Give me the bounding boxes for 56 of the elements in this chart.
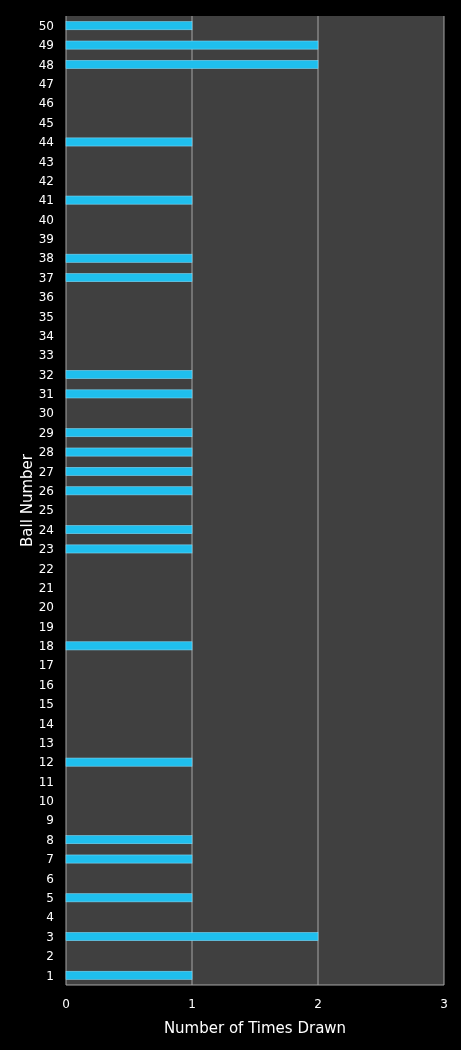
- y-tick-label: 5: [46, 890, 54, 905]
- y-tick-label: 44: [38, 135, 54, 150]
- y-tick-label: 46: [38, 96, 54, 111]
- y-tick-label: 41: [38, 193, 54, 208]
- y-tick-label: 37: [38, 270, 54, 285]
- y-tick-label: 43: [38, 154, 54, 169]
- y-tick-label: 20: [38, 600, 54, 615]
- y-tick-label: 23: [38, 542, 54, 557]
- y-tick-label: 35: [38, 309, 54, 324]
- y-tick-label: 14: [38, 716, 54, 731]
- x-tick-label: 1: [188, 997, 196, 1011]
- y-tick-label: 31: [38, 387, 54, 402]
- y-tick-label: 27: [38, 464, 54, 479]
- y-tick-label: 7: [46, 852, 54, 867]
- y-tick-label: 26: [38, 484, 54, 499]
- y-tick-label: 25: [38, 503, 54, 518]
- y-tick-label: 6: [46, 871, 54, 886]
- y-tick-label: 30: [38, 406, 54, 421]
- x-axis-title: Number of Times Drawn: [163, 1019, 347, 1037]
- y-tick-label: 45: [38, 115, 54, 130]
- y-axis-title: Ball Number: [18, 453, 36, 547]
- y-tick-label: 8: [46, 832, 54, 847]
- y-tick-label: 16: [38, 677, 54, 692]
- y-tick-label: 49: [38, 38, 54, 53]
- y-tick-label: 11: [38, 774, 54, 789]
- y-tick-label: 48: [38, 57, 54, 72]
- y-tick-label: 36: [38, 290, 54, 305]
- y-tick-label: 32: [38, 367, 54, 382]
- y-tick-label: 22: [38, 561, 54, 576]
- y-tick-label: 42: [38, 173, 54, 188]
- y-tick-label: 28: [38, 445, 54, 460]
- y-tick-label: 4: [46, 910, 54, 925]
- y-tick-label: 39: [38, 232, 54, 247]
- x-tick-label: 0: [62, 997, 70, 1011]
- y-tick-label: 12: [38, 755, 54, 770]
- y-tick-label: 2: [46, 949, 54, 964]
- y-tick-label: 34: [38, 328, 54, 343]
- y-tick-label: 38: [38, 251, 54, 266]
- y-tick-label: 9: [46, 813, 54, 828]
- y-tick-label: 29: [38, 425, 54, 440]
- y-tick-label: 1: [46, 968, 54, 983]
- y-tick-label: 17: [38, 658, 54, 673]
- y-tick-label: 21: [38, 580, 54, 595]
- y-tick-label: 50: [38, 18, 54, 33]
- y-tick-label: 24: [38, 522, 54, 537]
- y-tick-label: 15: [38, 697, 54, 712]
- y-tick-label: 3: [46, 929, 54, 944]
- y-tick-label: 40: [38, 212, 54, 227]
- y-tick-label: 18: [38, 639, 54, 654]
- y-tick-label: 47: [38, 77, 54, 92]
- x-tick-label: 2: [314, 997, 322, 1011]
- y-tick-label: 10: [38, 794, 54, 809]
- y-tick-label: 19: [38, 619, 54, 634]
- x-tick-label: 3: [440, 997, 448, 1011]
- y-tick-label: 13: [38, 735, 54, 750]
- y-tick-label: 33: [38, 348, 54, 363]
